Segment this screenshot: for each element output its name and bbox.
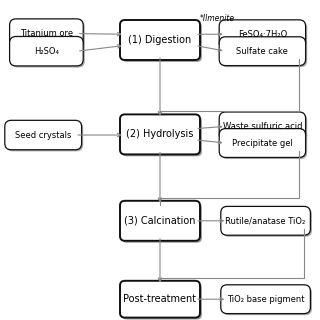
FancyBboxPatch shape [122,203,202,243]
FancyBboxPatch shape [221,21,307,50]
Text: (3) Calcination: (3) Calcination [124,216,196,226]
FancyBboxPatch shape [11,20,85,50]
FancyBboxPatch shape [6,122,83,151]
FancyBboxPatch shape [120,20,200,60]
Text: Titanium ore: Titanium ore [20,29,73,38]
Text: (2) Hydrolysis: (2) Hydrolysis [126,129,194,140]
FancyBboxPatch shape [122,116,202,156]
FancyBboxPatch shape [5,120,82,150]
FancyBboxPatch shape [222,286,312,315]
FancyBboxPatch shape [122,22,202,62]
Text: Precipitate gel: Precipitate gel [232,139,293,148]
Text: TiO₂ base pigment: TiO₂ base pigment [227,295,304,304]
Text: H₂SO₄: H₂SO₄ [34,47,59,56]
FancyBboxPatch shape [122,283,202,319]
Text: Rutile/anatase TiO₂: Rutile/anatase TiO₂ [226,216,306,225]
FancyBboxPatch shape [221,285,310,314]
FancyBboxPatch shape [120,201,200,241]
Text: Sulfate cake: Sulfate cake [236,47,288,56]
FancyBboxPatch shape [10,19,83,48]
Text: Post-treatment: Post-treatment [124,294,196,304]
FancyBboxPatch shape [11,38,85,68]
FancyBboxPatch shape [120,281,200,317]
FancyBboxPatch shape [221,130,307,159]
Text: (1) Digestion: (1) Digestion [128,35,192,45]
Text: Seed crystals: Seed crystals [15,131,71,140]
FancyBboxPatch shape [221,38,307,67]
Text: FeSO₄·7H₂O: FeSO₄·7H₂O [238,30,287,39]
FancyBboxPatch shape [219,112,306,141]
FancyBboxPatch shape [222,208,312,237]
FancyBboxPatch shape [219,20,306,49]
FancyBboxPatch shape [10,36,83,66]
FancyBboxPatch shape [219,37,306,66]
FancyBboxPatch shape [221,114,307,142]
FancyBboxPatch shape [221,206,310,235]
Text: *Ilmenite: *Ilmenite [200,14,235,23]
Text: Waste sulfuric acid: Waste sulfuric acid [223,122,302,131]
FancyBboxPatch shape [120,114,200,155]
FancyBboxPatch shape [219,129,306,157]
